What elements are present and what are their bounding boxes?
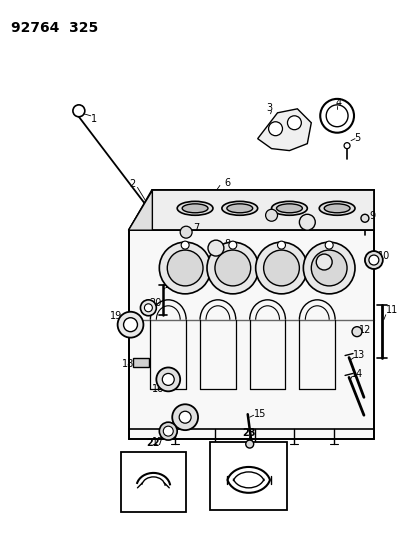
Circle shape — [277, 241, 285, 249]
Text: 2: 2 — [129, 180, 135, 189]
Text: 20: 20 — [149, 298, 161, 308]
Circle shape — [311, 250, 346, 286]
Circle shape — [73, 105, 85, 117]
Text: 8: 8 — [325, 254, 332, 264]
Bar — [120, 452, 186, 512]
Circle shape — [368, 255, 378, 265]
Text: 14: 14 — [350, 369, 362, 379]
Text: 13: 13 — [352, 350, 364, 360]
Bar — [133, 358, 149, 367]
Ellipse shape — [323, 204, 349, 213]
Text: 3: 3 — [266, 103, 272, 113]
Ellipse shape — [182, 204, 207, 213]
Circle shape — [303, 242, 354, 294]
Bar — [209, 442, 287, 510]
Text: 12: 12 — [358, 325, 370, 335]
Circle shape — [287, 116, 301, 130]
Circle shape — [180, 226, 192, 238]
Circle shape — [320, 99, 353, 133]
Text: 19: 19 — [109, 311, 121, 321]
Text: 8: 8 — [301, 215, 307, 225]
Text: 16: 16 — [152, 384, 164, 394]
Text: 23: 23 — [241, 428, 255, 438]
Circle shape — [265, 209, 277, 221]
Circle shape — [117, 312, 143, 337]
Text: 5: 5 — [353, 133, 359, 143]
Circle shape — [167, 250, 202, 286]
Circle shape — [343, 143, 349, 149]
Circle shape — [172, 404, 197, 430]
Text: 18: 18 — [122, 359, 134, 369]
Circle shape — [214, 250, 250, 286]
Text: 9: 9 — [369, 211, 375, 221]
Circle shape — [325, 241, 332, 249]
Circle shape — [162, 374, 174, 385]
Circle shape — [316, 254, 331, 270]
Circle shape — [123, 318, 137, 332]
Text: 92764  325: 92764 325 — [11, 21, 98, 35]
Circle shape — [181, 241, 189, 249]
Circle shape — [207, 240, 223, 256]
Ellipse shape — [226, 204, 252, 213]
Circle shape — [163, 426, 173, 436]
Circle shape — [159, 422, 177, 440]
Circle shape — [140, 300, 156, 316]
Ellipse shape — [318, 201, 354, 215]
Circle shape — [159, 242, 211, 294]
Circle shape — [351, 327, 361, 337]
Circle shape — [325, 105, 347, 127]
Text: 6: 6 — [224, 179, 230, 189]
Circle shape — [144, 304, 152, 312]
Text: 21: 21 — [164, 280, 176, 290]
Ellipse shape — [221, 201, 257, 215]
Ellipse shape — [276, 204, 301, 213]
Polygon shape — [128, 190, 373, 230]
Circle shape — [228, 241, 236, 249]
Circle shape — [255, 242, 306, 294]
Circle shape — [263, 250, 299, 286]
Bar — [128, 230, 373, 439]
Circle shape — [360, 214, 368, 222]
Text: 15: 15 — [253, 409, 265, 419]
Ellipse shape — [271, 201, 306, 215]
Text: 11: 11 — [385, 305, 397, 315]
Circle shape — [364, 251, 382, 269]
Circle shape — [245, 440, 253, 448]
Text: 1: 1 — [90, 114, 97, 124]
Polygon shape — [257, 109, 311, 151]
Text: 10: 10 — [377, 251, 389, 261]
Text: 4: 4 — [335, 98, 341, 108]
Text: 22: 22 — [146, 438, 160, 448]
Circle shape — [156, 367, 180, 391]
Text: 17: 17 — [152, 437, 164, 447]
Text: 16: 16 — [169, 422, 181, 432]
Text: 8: 8 — [224, 239, 230, 249]
Circle shape — [179, 411, 191, 423]
Circle shape — [268, 122, 282, 136]
Text: 7: 7 — [274, 205, 280, 215]
Polygon shape — [128, 190, 152, 230]
Ellipse shape — [177, 201, 212, 215]
Circle shape — [206, 242, 258, 294]
Text: 7: 7 — [192, 223, 199, 233]
Circle shape — [299, 214, 315, 230]
